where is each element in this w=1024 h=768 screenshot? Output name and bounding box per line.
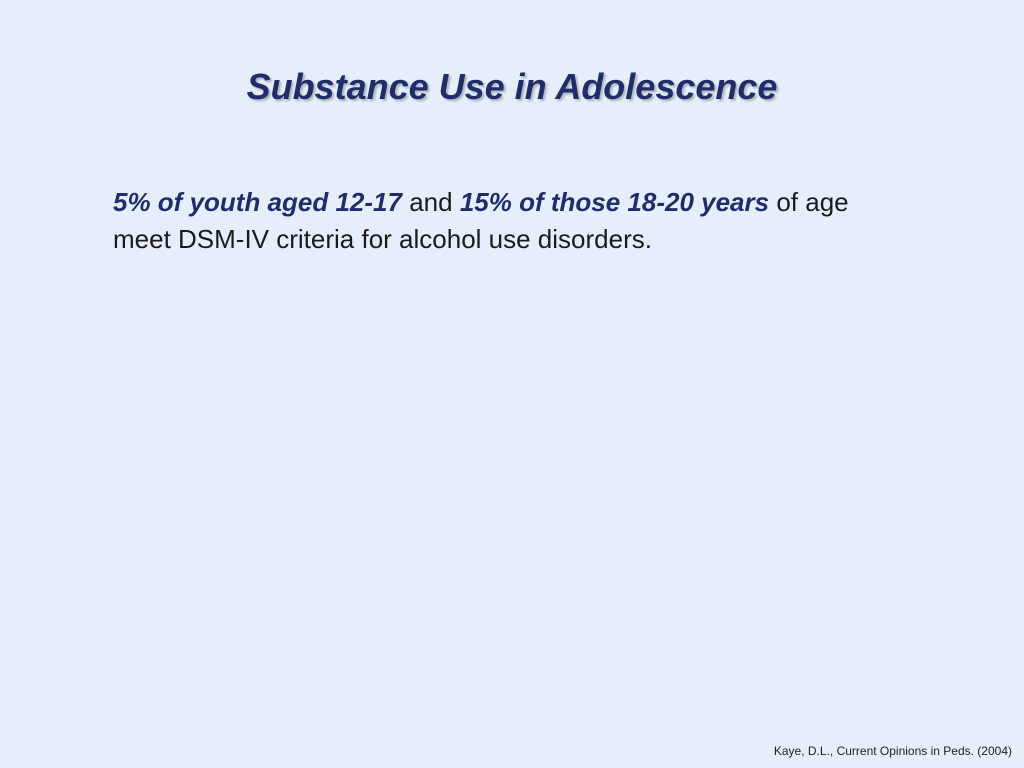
emphasis-text: 5% of youth aged 12-17 <box>113 187 402 217</box>
slide-title: Substance Use in Adolescence <box>246 66 778 107</box>
body-run: and <box>409 187 453 217</box>
body-run: of age meet DSM-IV criteria for alcohol … <box>113 187 849 254</box>
body-text: 5% of youth aged 12-17 and 15% of those … <box>113 184 858 258</box>
citation: Kaye, D.L., Current Opinions in Peds. (2… <box>773 744 1012 758</box>
emphasis-text: 15% of those 18-20 years <box>459 187 770 217</box>
